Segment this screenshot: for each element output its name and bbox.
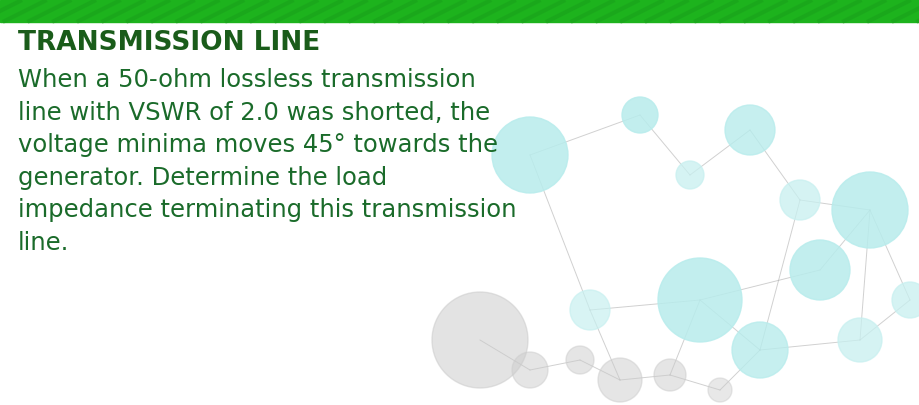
Text: When a 50-ohm lossless transmission
line with VSWR of 2.0 was shorted, the
volta: When a 50-ohm lossless transmission line… [18, 68, 516, 255]
Ellipse shape [725, 105, 775, 155]
Ellipse shape [732, 322, 788, 378]
Bar [0, 0, 919, 22]
Ellipse shape [780, 180, 820, 220]
Ellipse shape [654, 359, 686, 391]
Ellipse shape [432, 292, 528, 388]
Text: TRANSMISSION LINE: TRANSMISSION LINE [18, 30, 320, 56]
Ellipse shape [566, 346, 594, 374]
Ellipse shape [622, 97, 658, 133]
Ellipse shape [570, 290, 610, 330]
Ellipse shape [658, 258, 742, 342]
Ellipse shape [708, 378, 732, 402]
Ellipse shape [512, 352, 548, 388]
Ellipse shape [832, 172, 908, 248]
Ellipse shape [598, 358, 642, 402]
Ellipse shape [492, 117, 568, 193]
Ellipse shape [892, 282, 919, 318]
Ellipse shape [676, 161, 704, 189]
Ellipse shape [790, 240, 850, 300]
Ellipse shape [838, 318, 882, 362]
